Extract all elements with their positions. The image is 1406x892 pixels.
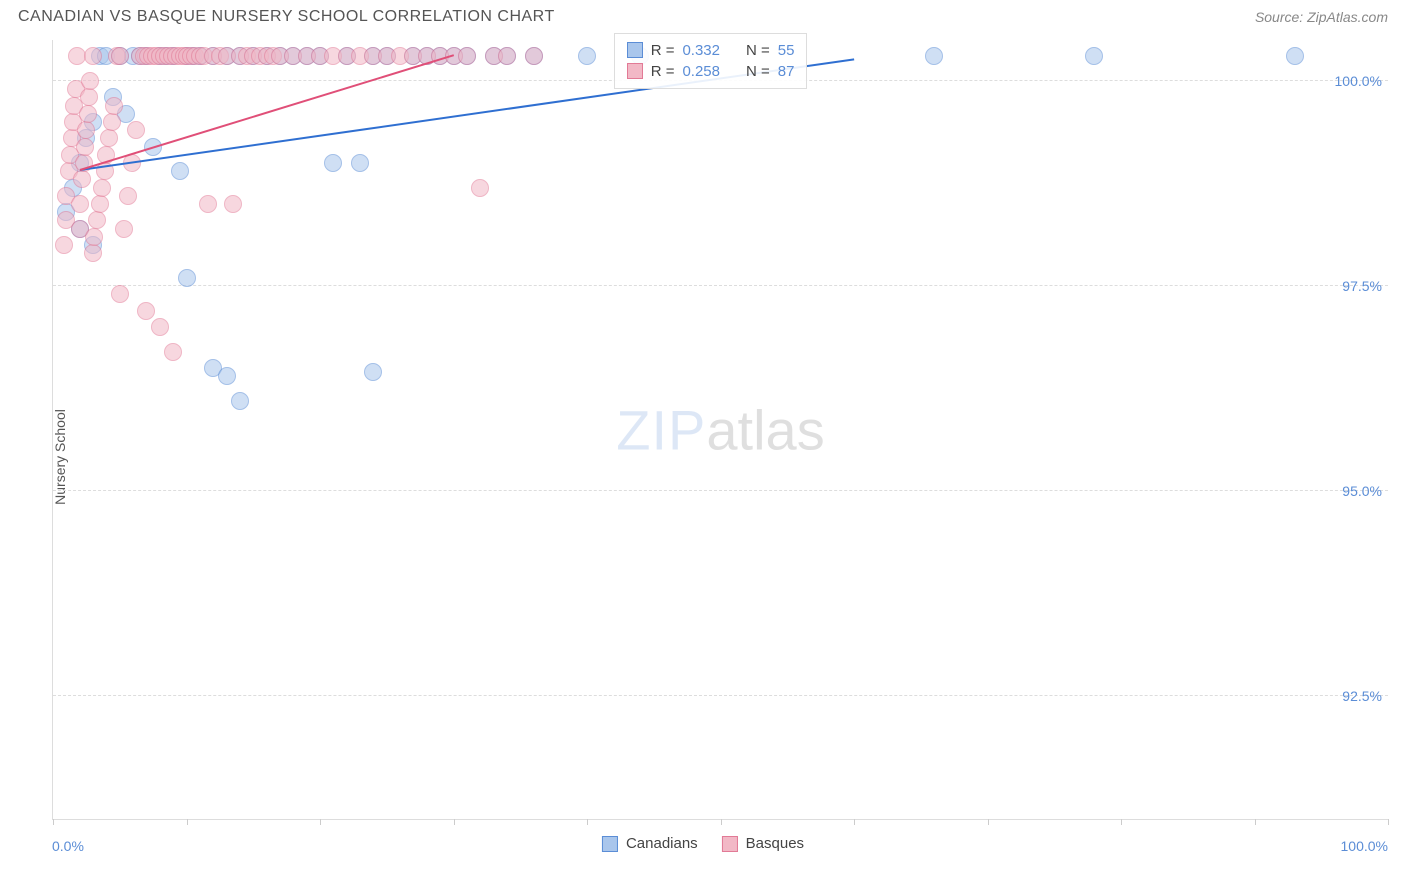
x-tick bbox=[988, 819, 989, 825]
y-tick-label: 92.5% bbox=[1342, 688, 1382, 704]
legend-n-value: 87 bbox=[778, 63, 795, 80]
data-point-basques bbox=[199, 195, 217, 213]
legend-row-basques: R = 0.258 N = 87 bbox=[627, 61, 795, 82]
x-tick bbox=[1388, 819, 1389, 825]
data-point-canadians bbox=[364, 363, 382, 381]
data-point-canadians bbox=[925, 47, 943, 65]
data-point-basques bbox=[127, 121, 145, 139]
legend-label-canadians: Canadians bbox=[626, 835, 698, 852]
data-point-basques bbox=[91, 195, 109, 213]
y-tick-label: 97.5% bbox=[1342, 278, 1382, 294]
data-point-basques bbox=[100, 129, 118, 147]
x-tick bbox=[53, 819, 54, 825]
data-point-basques bbox=[119, 187, 137, 205]
data-point-canadians bbox=[171, 162, 189, 180]
legend-n-label: N = bbox=[746, 63, 770, 80]
x-tick bbox=[1121, 819, 1122, 825]
data-point-basques bbox=[77, 121, 95, 139]
data-point-basques bbox=[84, 244, 102, 262]
data-point-canadians bbox=[324, 154, 342, 172]
legend-bottom: Canadians Basques bbox=[602, 835, 804, 852]
x-axis-max-label: 100.0% bbox=[1341, 838, 1388, 854]
x-tick bbox=[454, 819, 455, 825]
data-point-basques bbox=[111, 47, 129, 65]
data-point-basques bbox=[105, 97, 123, 115]
data-point-basques bbox=[73, 170, 91, 188]
x-tick bbox=[721, 819, 722, 825]
data-point-basques bbox=[458, 47, 476, 65]
data-point-canadians bbox=[1085, 47, 1103, 65]
data-point-canadians bbox=[578, 47, 596, 65]
legend-swatch-canadians bbox=[627, 42, 643, 58]
plot-area: ZIPatlas 92.5% 95.0% 97.5% 100.0% R = 0.332 N … bbox=[52, 40, 1388, 820]
data-point-basques bbox=[88, 211, 106, 229]
legend-row-canadians: R = 0.332 N = 55 bbox=[627, 40, 795, 61]
data-point-basques bbox=[84, 47, 102, 65]
data-point-basques bbox=[93, 179, 111, 197]
data-point-basques bbox=[164, 343, 182, 361]
data-point-canadians bbox=[231, 392, 249, 410]
data-point-basques bbox=[224, 195, 242, 213]
grid-line bbox=[53, 285, 1388, 286]
data-point-basques bbox=[471, 179, 489, 197]
source-label: Source: ZipAtlas.com bbox=[1255, 9, 1388, 25]
grid-line bbox=[53, 695, 1388, 696]
legend-item-basques: Basques bbox=[722, 835, 804, 852]
legend-r-label: R = bbox=[651, 42, 675, 59]
y-tick-label: 100.0% bbox=[1335, 73, 1382, 89]
legend-label-basques: Basques bbox=[746, 835, 804, 852]
x-tick bbox=[187, 819, 188, 825]
data-point-basques bbox=[55, 236, 73, 254]
data-point-basques bbox=[137, 302, 155, 320]
chart-title: CANADIAN VS BASQUE NURSERY SCHOOL CORREL… bbox=[18, 8, 555, 26]
data-point-canadians bbox=[178, 269, 196, 287]
data-point-basques bbox=[76, 138, 94, 156]
x-axis-min-label: 0.0% bbox=[52, 838, 84, 854]
legend-swatch-canadians bbox=[602, 836, 618, 852]
y-tick-label: 95.0% bbox=[1342, 483, 1382, 499]
data-point-basques bbox=[71, 195, 89, 213]
x-tick bbox=[587, 819, 588, 825]
x-tick bbox=[1255, 819, 1256, 825]
data-point-basques bbox=[151, 318, 169, 336]
data-point-canadians bbox=[218, 367, 236, 385]
legend-item-canadians: Canadians bbox=[602, 835, 698, 852]
data-point-basques bbox=[111, 285, 129, 303]
legend-swatch-basques bbox=[627, 63, 643, 79]
trend-line-basques bbox=[79, 54, 453, 171]
x-tick bbox=[854, 819, 855, 825]
data-point-canadians bbox=[351, 154, 369, 172]
data-point-basques bbox=[103, 113, 121, 131]
legend-r-value: 0.332 bbox=[682, 42, 720, 59]
chart-container: Nursery School ZIPatlas 92.5%95.0%97.5%1… bbox=[18, 40, 1388, 874]
data-point-basques bbox=[85, 228, 103, 246]
data-point-basques bbox=[498, 47, 516, 65]
legend-r-value: 0.258 bbox=[682, 63, 720, 80]
legend-n-value: 55 bbox=[778, 42, 795, 59]
grid-line bbox=[53, 490, 1388, 491]
watermark-zip: ZIP bbox=[616, 398, 706, 461]
data-point-canadians bbox=[1286, 47, 1304, 65]
legend-swatch-basques bbox=[722, 836, 738, 852]
x-tick bbox=[320, 819, 321, 825]
data-point-basques bbox=[79, 105, 97, 123]
legend-r-label: R = bbox=[651, 63, 675, 80]
data-point-basques bbox=[80, 88, 98, 106]
legend-stats-box: R = 0.332 N = 55 R = 0.258 N = 87 bbox=[614, 33, 808, 89]
data-point-basques bbox=[115, 220, 133, 238]
data-point-basques bbox=[81, 72, 99, 90]
watermark: ZIPatlas bbox=[616, 397, 824, 462]
data-point-basques bbox=[525, 47, 543, 65]
legend-n-label: N = bbox=[746, 42, 770, 59]
watermark-atlas: atlas bbox=[706, 398, 824, 461]
